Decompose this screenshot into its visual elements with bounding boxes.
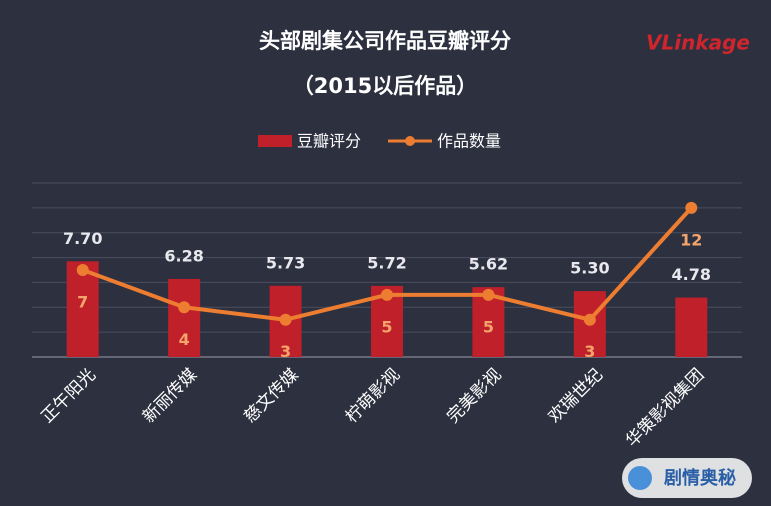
- line-marker: [279, 313, 292, 326]
- legend-swatch: [258, 135, 292, 147]
- bar-value-label: 5.72: [367, 253, 406, 272]
- bar-value-label: 5.62: [469, 255, 508, 274]
- line-value-label: 4: [179, 330, 190, 349]
- bar-value-label: 4.78: [672, 265, 711, 284]
- bar: [675, 297, 708, 357]
- bar-value-label: 5.73: [266, 253, 305, 272]
- bar-value-label: 7.70: [63, 229, 102, 248]
- line-value-label: 5: [381, 317, 392, 336]
- line-marker: [685, 201, 698, 214]
- bar: [168, 278, 201, 357]
- chart-subtitle: （2015以后作品）: [293, 74, 477, 98]
- line-value-label: 12: [680, 230, 702, 249]
- line-marker: [178, 301, 191, 314]
- line-value-label: 5: [483, 317, 494, 336]
- bar: [66, 261, 99, 357]
- bar-value-label: 5.30: [570, 259, 609, 278]
- line-value-label: 3: [280, 342, 291, 361]
- logo: VLinkage: [646, 31, 750, 55]
- chart-title: 头部剧集公司作品豆瓣评分: [259, 29, 511, 53]
- line-marker: [381, 288, 393, 301]
- line-value-label: 3: [584, 342, 595, 361]
- legend-label: 作品数量: [437, 132, 501, 151]
- legend-label: 豆瓣评分: [297, 132, 361, 151]
- legend-swatch-marker: [405, 136, 415, 146]
- line-value-label: 7: [77, 293, 88, 312]
- line-marker: [482, 288, 495, 301]
- line-marker: [583, 313, 596, 326]
- watermark: 剧情奥秘: [664, 467, 736, 489]
- bar-value-label: 6.28: [164, 246, 203, 265]
- watermark-icon: [628, 466, 652, 490]
- line-marker: [76, 264, 89, 276]
- watermark-badge: [622, 458, 752, 498]
